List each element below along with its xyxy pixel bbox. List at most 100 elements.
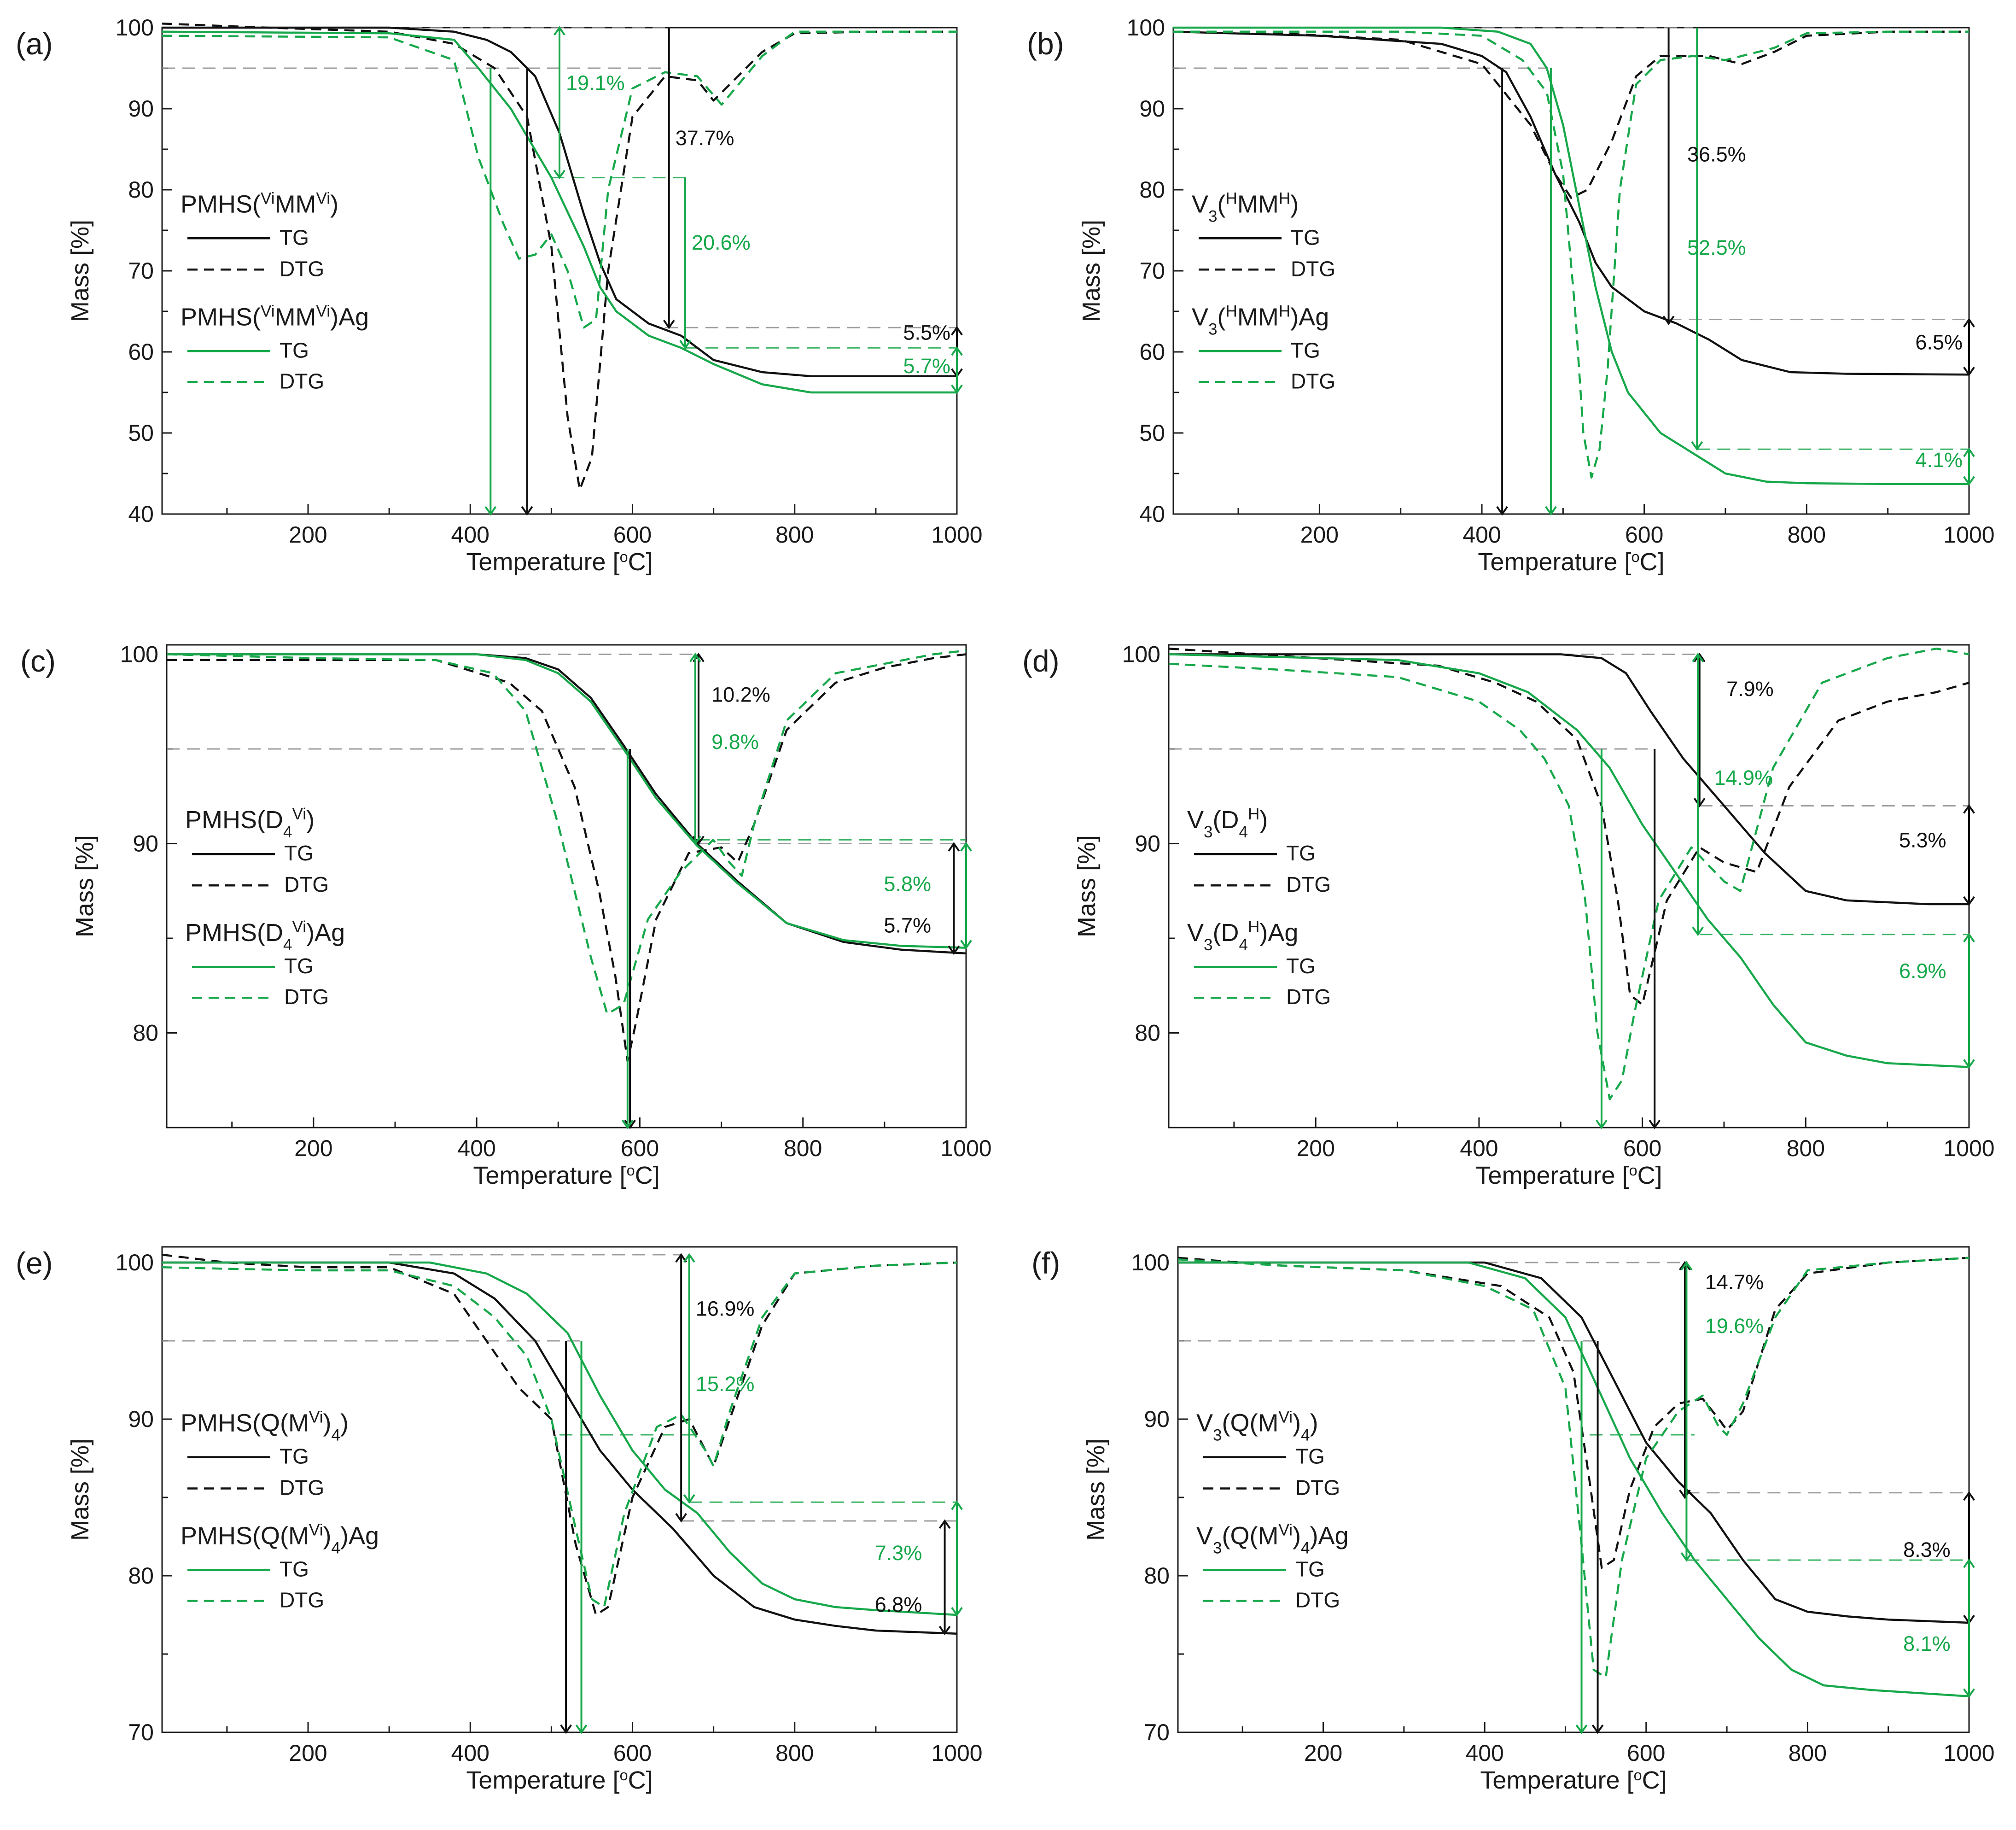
arrow-head [1679, 1489, 1691, 1499]
percent-annotation: 5.7% [903, 354, 950, 378]
series-black-dtg [1177, 1257, 1969, 1569]
y-tick-label: 100 [1127, 15, 1165, 41]
x-axis-title: Temperature [oC] [1480, 1766, 1666, 1794]
arrow-head [689, 653, 701, 662]
legend-black-tg-label: TG [284, 841, 314, 865]
legend-title-black: V3(D4H) [1187, 805, 1268, 841]
percent-annotation: 14.9% [1714, 766, 1773, 789]
legend-black-dtg-label: DTG [280, 257, 324, 281]
chart-panel-f: 200 400 600 800 1000 70 80 90 100 Temperature [oC… [1031, 1246, 1995, 1794]
legend-title-black: PMHS(ViMMVi) [181, 189, 338, 218]
percent-annotation: 37.7% [676, 126, 734, 150]
x-tick-label: 200 [1304, 1740, 1342, 1766]
y-tick-label: 80 [133, 1020, 158, 1046]
legend-black-dtg-label: DTG [1286, 872, 1331, 896]
arrow-head [1963, 804, 1975, 814]
x-tick-label: 200 [289, 522, 327, 548]
y-tick-label: 100 [116, 1250, 154, 1275]
y-tick-label: 80 [1139, 177, 1165, 203]
legend-green-tg-label: TG [1295, 1557, 1325, 1581]
x-tick-label: 1000 [1943, 522, 1994, 548]
y-tick-label: 60 [1139, 339, 1165, 365]
percent-annotation: 8.3% [1903, 1538, 1951, 1561]
arrow-head [951, 1607, 963, 1617]
percent-annotation: 14.7% [1705, 1270, 1764, 1294]
percent-annotation: 10.2% [711, 683, 770, 706]
panel-letter: (a) [16, 27, 53, 61]
y-tick-label: 60 [128, 339, 154, 365]
y-tick-label: 90 [133, 831, 158, 857]
percent-annotation: 6.9% [1899, 959, 1946, 982]
arrow-head [560, 1724, 572, 1734]
y-axis-title: Mass [%] [66, 1438, 94, 1541]
percent-annotation: 15.2% [696, 1372, 755, 1396]
legend-green-dtg-label: DTG [284, 985, 329, 1009]
series-green-tg [167, 653, 967, 949]
x-axis-title: Temperature [oC] [473, 1162, 659, 1189]
x-axis-title: Temperature [oC] [466, 548, 653, 576]
percent-annotation: 7.3% [875, 1541, 922, 1565]
percent-annotation: 19.6% [1705, 1314, 1764, 1338]
series-black-tg [1173, 30, 1969, 376]
legend-title-black: PMHS(Q(MVi)4) [181, 1408, 349, 1444]
y-tick-label: 90 [1135, 831, 1160, 857]
x-tick-label: 1000 [1943, 1740, 1994, 1766]
x-tick-label: 800 [775, 1740, 814, 1766]
x-tick-label: 400 [457, 1135, 495, 1161]
arrow-head [1691, 441, 1703, 451]
legend-green-dtg-label: DTG [1286, 985, 1331, 1009]
x-tick-label: 400 [451, 522, 489, 548]
y-tick-label: 70 [1144, 1719, 1170, 1745]
arrow-head [1591, 1724, 1604, 1734]
y-axis-title: Mass [%] [66, 220, 94, 322]
series-green-dtg [166, 649, 967, 1015]
x-tick-label: 600 [613, 522, 652, 548]
legend-title-green: V3(HMMH)Ag [1192, 302, 1329, 338]
legend-green-dtg-label: DTG [280, 369, 324, 393]
y-tick-label: 70 [128, 258, 154, 284]
arrow-head [689, 836, 701, 846]
arrow-head [554, 170, 565, 180]
legend-black-tg-label: TG [280, 225, 309, 249]
x-tick-label: 600 [621, 1135, 659, 1161]
arrow-head [1662, 316, 1675, 325]
x-tick-label: 1000 [1943, 1135, 1994, 1161]
y-tick-label: 90 [1139, 96, 1165, 122]
y-tick-label: 50 [128, 420, 154, 446]
percent-annotation: 5.5% [903, 321, 950, 345]
series-black-dtg [1168, 647, 1969, 1006]
arrow-head [951, 346, 963, 356]
series-black-tg [1178, 1261, 1969, 1624]
arrow-head [948, 842, 960, 852]
legend-green-dtg-label: DTG [1291, 369, 1335, 393]
series-green-dtg [162, 30, 957, 329]
arrow-head [938, 1519, 951, 1529]
arrow-head [1679, 1261, 1691, 1271]
arrow-head [624, 1119, 636, 1129]
arrow-head [951, 384, 963, 394]
percent-annotation: 52.5% [1687, 236, 1746, 259]
percent-annotation: 16.9% [696, 1297, 755, 1321]
legend-title-black: V3(Q(MVi)4) [1196, 1408, 1318, 1444]
y-tick-label: 90 [128, 1406, 154, 1432]
series-black-dtg [167, 653, 967, 1063]
chart-panel-b: 200 400 600 800 1000 40 50 60 70 80 90 100 Temperatu… [1027, 15, 1995, 576]
x-tick-label: 1000 [931, 522, 982, 548]
arrow-head [1963, 933, 1975, 942]
arrow-head [683, 1253, 695, 1263]
arrow-head [960, 940, 972, 950]
arrow-head [1692, 926, 1704, 936]
percent-annotation: 5.7% [884, 914, 931, 937]
x-tick-label: 400 [1462, 522, 1501, 548]
y-tick-label: 40 [1139, 501, 1165, 527]
series-green-tg [1168, 653, 1969, 1068]
legend-green-tg-label: TG [284, 954, 314, 978]
arrow-head [1596, 1119, 1608, 1129]
x-tick-label: 800 [1787, 1135, 1825, 1161]
legend-green-tg-label: TG [1286, 954, 1316, 978]
arrow-head [1963, 1059, 1975, 1069]
legend-green-dtg-label: DTG [280, 1588, 324, 1612]
arrow-head [675, 1253, 688, 1263]
x-tick-label: 200 [1297, 1135, 1335, 1161]
